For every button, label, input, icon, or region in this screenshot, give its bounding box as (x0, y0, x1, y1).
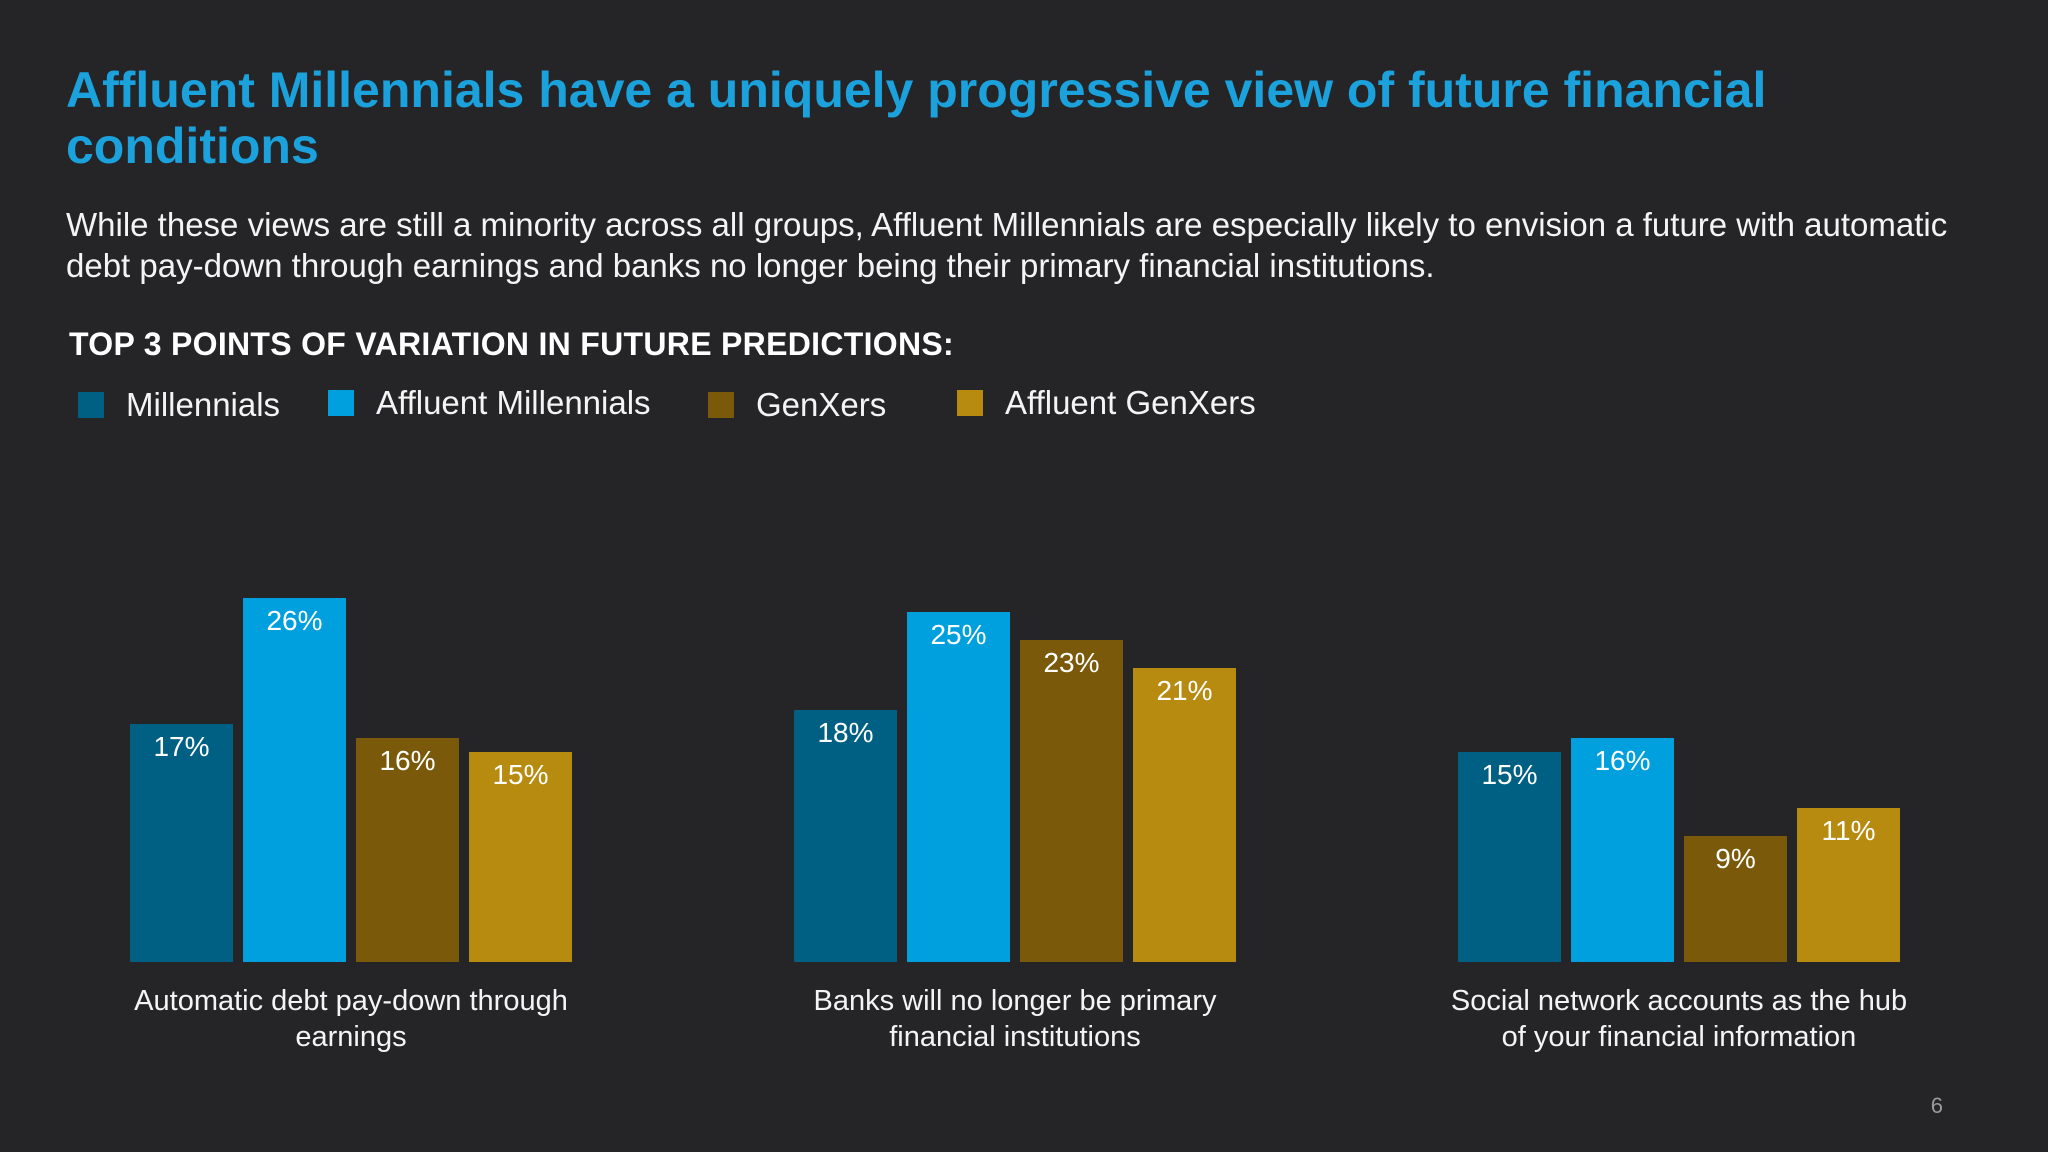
bar-millennials-3 (1458, 752, 1561, 962)
data-label-millennials-3: 15% (1481, 759, 1537, 790)
category-label-1-line-2: earnings (295, 1021, 406, 1053)
legend-label-affluent-millennials: Affluent Millennials (376, 384, 651, 421)
data-label-affluent-genxers-2: 21% (1156, 675, 1212, 706)
category-label-1-line-1: Automatic debt pay-down through (134, 985, 568, 1017)
data-label-genxers-1: 16% (379, 745, 435, 776)
bar-genxers-2 (1020, 640, 1123, 962)
page-number: 6 (1930, 1093, 1943, 1118)
data-label-genxers-2: 23% (1043, 647, 1099, 678)
page-title: Affluent Millennials have a uniquely pro… (66, 62, 1767, 174)
bar-affluent-genxers-1 (469, 752, 572, 962)
category-label-2-line-1: Banks will no longer be primary (814, 985, 1217, 1017)
bar-millennials-1 (130, 724, 233, 962)
bar-affluent-millennials-3 (1571, 738, 1674, 962)
bar-millennials-2 (794, 710, 897, 962)
page-subtitle: While these views are still a minority a… (66, 206, 1948, 284)
section-heading: TOP 3 POINTS OF VARIATION IN FUTURE PRED… (69, 326, 954, 362)
category-label-3-line-2: of your financial information (1502, 1021, 1857, 1053)
category-label-2-line-2: financial institutions (889, 1021, 1140, 1053)
bar-chart: 17% 26% 16% 15% Automatic debt pay-down thro… (130, 598, 1907, 1053)
legend-item-genxers: GenXers (708, 383, 886, 427)
data-label-millennials-2: 18% (817, 717, 873, 748)
category-label-3-line-1: Social network accounts as the hub (1451, 985, 1907, 1017)
bar-affluent-genxers-2 (1133, 668, 1236, 962)
bar-affluent-millennials-2 (907, 612, 1010, 962)
data-label-millennials-1: 17% (153, 731, 209, 762)
data-label-affluent-genxers-3: 11% (1822, 815, 1876, 846)
data-label-affluent-genxers-1: 15% (492, 759, 548, 790)
bar-affluent-genxers-3 (1797, 808, 1900, 962)
legend-item-millennials: Millennials (78, 383, 280, 427)
legend-swatch-genxers (708, 392, 734, 418)
data-label-affluent-millennials-3: 16% (1594, 745, 1650, 776)
bar-genxers-1 (356, 738, 459, 962)
legend-item-affluent-millennials: Affluent Millennials (328, 381, 651, 425)
data-label-affluent-millennials-2: 25% (930, 619, 986, 650)
bar-affluent-millennials-1 (243, 598, 346, 962)
data-label-affluent-millennials-1: 26% (266, 605, 322, 636)
legend-swatch-affluent-genxers (957, 390, 983, 416)
bar-genxers-3 (1684, 836, 1787, 962)
legend-item-affluent-genxers: Affluent GenXers (957, 381, 1256, 425)
legend-swatch-millennials (78, 392, 104, 418)
legend-label-affluent-genxers: Affluent GenXers (1005, 384, 1256, 421)
legend-swatch-affluent-millennials (328, 390, 354, 416)
data-label-genxers-3: 9% (1715, 843, 1755, 874)
legend-label-millennials: Millennials (126, 386, 281, 423)
legend-label-genxers: GenXers (756, 386, 887, 423)
